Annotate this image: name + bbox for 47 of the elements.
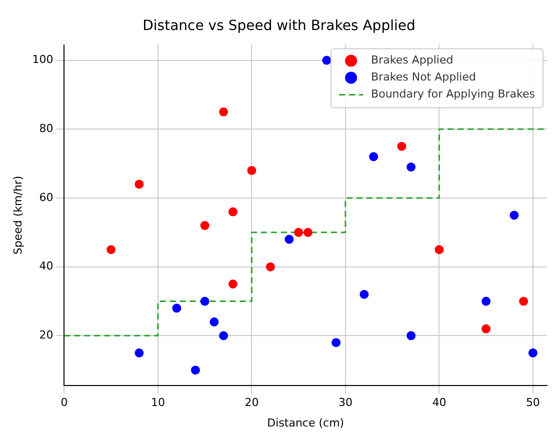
point <box>528 348 538 358</box>
x-tick-label: 30 <box>338 396 352 410</box>
point <box>519 296 528 306</box>
x-tick-label: 10 <box>150 396 165 410</box>
legend-label: Brakes Not Applied <box>371 70 476 84</box>
y-tick-label: 80 <box>39 122 54 135</box>
point <box>210 317 219 326</box>
y-tick-label: 20 <box>39 328 54 342</box>
point <box>406 162 416 172</box>
y-tick-label: 40 <box>39 260 54 273</box>
point <box>106 245 116 254</box>
point <box>219 331 228 340</box>
point <box>134 348 144 358</box>
legend-label: Brakes Applied <box>371 54 454 67</box>
point <box>190 366 200 375</box>
x-tick-label: 40 <box>432 396 446 410</box>
y-tick-label: 60 <box>39 190 54 204</box>
point <box>200 296 210 306</box>
point <box>482 324 491 334</box>
y-tick-label: 100 <box>32 53 54 66</box>
point <box>134 180 144 189</box>
point <box>266 262 275 272</box>
point <box>369 152 378 162</box>
point <box>200 221 210 230</box>
point <box>360 290 369 299</box>
point <box>332 338 341 348</box>
point <box>294 228 304 237</box>
point <box>303 228 312 237</box>
point <box>322 56 332 65</box>
point <box>397 142 406 151</box>
chart-title: Distance vs Speed with Brakes Applied <box>142 18 416 34</box>
x-tick-label: 20 <box>244 396 259 410</box>
point <box>247 166 256 175</box>
point <box>219 107 228 116</box>
point <box>172 304 182 313</box>
point <box>482 296 491 306</box>
point <box>434 245 444 254</box>
x-tick-label: 50 <box>526 396 540 410</box>
point <box>510 210 519 220</box>
point <box>406 331 416 340</box>
point <box>228 280 238 289</box>
legend-label: Boundary for Applying Brakes <box>371 88 536 101</box>
point <box>228 207 238 216</box>
point <box>284 234 294 244</box>
x-tick-label: 0 <box>60 396 68 410</box>
x-axis-title: Distance (cm) <box>267 416 344 430</box>
y-axis-title: Speed (km/hr) <box>11 176 24 255</box>
